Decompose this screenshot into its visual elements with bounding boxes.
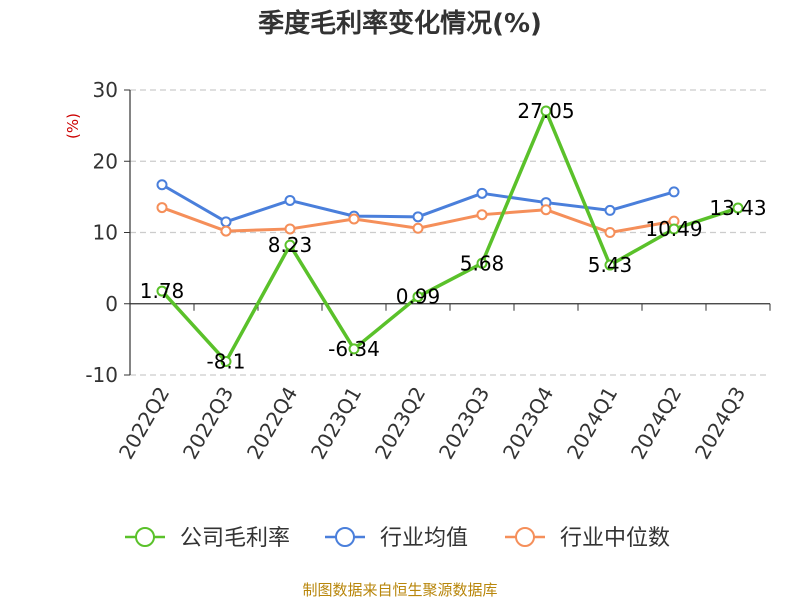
data-label: 8.23 — [268, 233, 313, 257]
x-tick-label: 2023Q1 — [306, 383, 366, 464]
x-tick-label: 2023Q2 — [370, 383, 430, 464]
legend-swatch-marker — [135, 527, 155, 547]
chart-title: 季度毛利率变化情况(%) — [258, 8, 542, 39]
legend-label: 行业均值 — [380, 526, 468, 551]
data-point — [284, 194, 296, 206]
data-label: 13.43 — [709, 196, 766, 220]
data-point — [156, 285, 168, 297]
x-tick-label: 2022Q4 — [242, 383, 302, 464]
data-point — [348, 343, 360, 355]
legend-label: 公司毛利率 — [180, 526, 290, 551]
data-point — [476, 187, 488, 199]
data-point — [412, 291, 424, 303]
data-point — [604, 259, 616, 271]
data-label: 0.99 — [396, 285, 441, 309]
data-point — [540, 105, 552, 117]
legend-swatch-marker — [515, 527, 535, 547]
data-point — [604, 227, 616, 238]
y-tick-label: 10 — [93, 221, 118, 245]
data-point — [348, 213, 360, 225]
data-point — [732, 202, 744, 214]
legend: 公司毛利率 行业均值 行业中位数 — [125, 526, 670, 551]
y-tick-label: 0 — [105, 292, 118, 316]
data-point — [668, 223, 680, 235]
x-tick-label: 2023Q3 — [434, 383, 494, 464]
data-point — [220, 216, 232, 228]
data-label: 27.05 — [517, 99, 574, 123]
data-label: 10.49 — [645, 217, 702, 241]
data-point — [220, 355, 232, 367]
data-point — [156, 179, 168, 191]
data-point — [284, 223, 296, 235]
data-point — [284, 239, 296, 251]
data-label: -6.34 — [328, 337, 380, 361]
data-point — [412, 222, 424, 234]
y-axis-label: (%) — [64, 113, 82, 139]
y-tick-label: 20 — [93, 149, 118, 173]
data-point — [156, 202, 168, 214]
data-point — [220, 225, 232, 237]
data-source-note: 制图数据来自恒生聚源数据库 — [302, 581, 497, 599]
data-point — [540, 204, 552, 216]
x-tick-label: 2022Q2 — [114, 383, 174, 464]
data-point — [412, 211, 424, 223]
x-tick-label: 2022Q3 — [178, 383, 238, 464]
x-tick-label: 2024Q2 — [626, 383, 686, 464]
y-tick-label: 30 — [93, 78, 118, 102]
data-point — [476, 209, 488, 221]
x-tick-label: 2023Q4 — [498, 383, 558, 464]
data-point — [604, 204, 616, 216]
data-point — [668, 186, 680, 198]
x-tick-label: 2024Q1 — [562, 383, 622, 464]
legend-label: 行业中位数 — [560, 526, 670, 551]
x-tick-label: 2024Q3 — [690, 383, 750, 464]
data-label: 5.68 — [460, 251, 505, 275]
data-label: -8.1 — [206, 349, 245, 373]
series-line-0 — [160, 109, 739, 364]
data-point — [476, 257, 488, 269]
legend-swatch-marker — [335, 527, 355, 547]
data-label: 1.78 — [140, 279, 185, 303]
data-label: 5.43 — [588, 253, 633, 277]
y-tick-label: -10 — [85, 363, 118, 387]
